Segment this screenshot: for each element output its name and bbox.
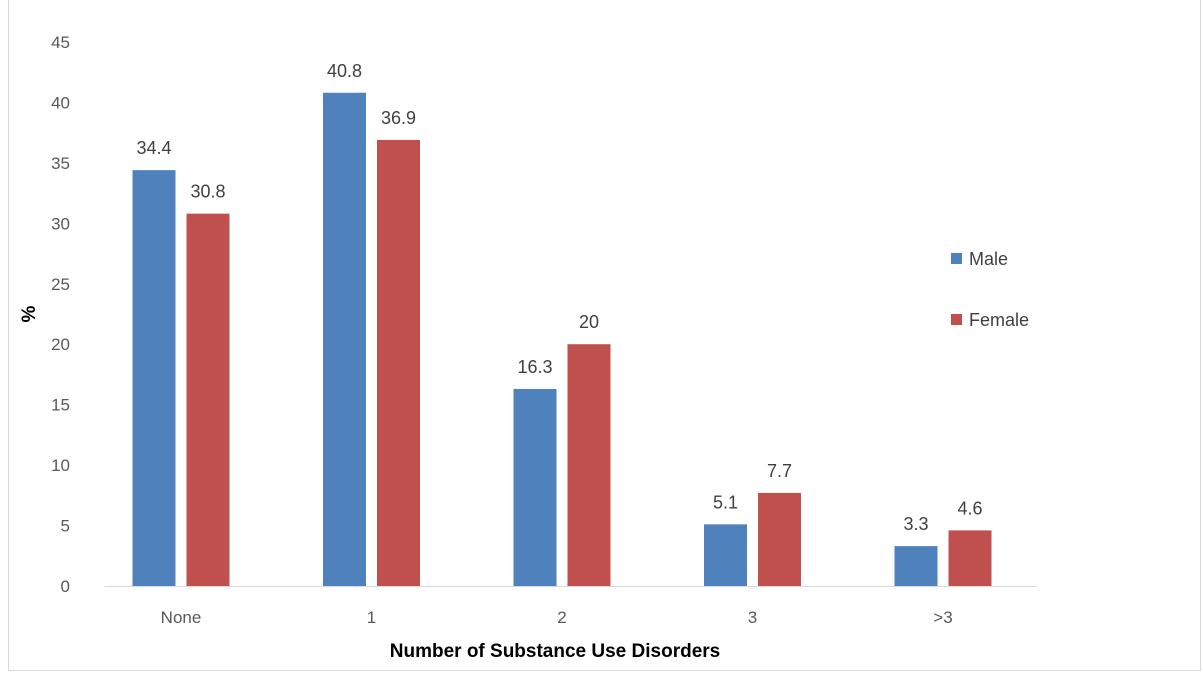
y-tick-label: 5 bbox=[61, 517, 70, 536]
bar-female-3 bbox=[567, 344, 611, 586]
bar-female-5 bbox=[948, 530, 992, 586]
data-label: 16.3 bbox=[517, 357, 552, 377]
bar-female-1 bbox=[186, 213, 230, 586]
data-labels: 34.4 30.8 40.8 36.9 16.3 20 5.1 7.7 3.3 4.6 bbox=[136, 61, 982, 534]
legend-label-male: Male bbox=[969, 249, 1008, 269]
data-label: 20 bbox=[579, 312, 599, 332]
y-tick-label: 20 bbox=[51, 335, 70, 354]
data-label: 34.4 bbox=[136, 138, 171, 158]
y-tick-label: 15 bbox=[51, 396, 70, 415]
bar-male-4 bbox=[704, 524, 747, 586]
x-axis-title: Number of Substance Use Disorders bbox=[390, 641, 720, 662]
x-axis-ticks: None 1 2 3 >3 bbox=[161, 608, 953, 627]
bar-male-2 bbox=[323, 92, 366, 587]
y-tick-label: 10 bbox=[51, 456, 70, 475]
data-label: 7.7 bbox=[767, 461, 792, 481]
x-tick-label: 3 bbox=[748, 608, 757, 627]
chart-frame bbox=[8, 0, 1201, 671]
bar-male-1 bbox=[132, 170, 176, 587]
legend-swatch-female bbox=[951, 314, 962, 325]
data-label: 40.8 bbox=[327, 61, 362, 81]
y-tick-label: 40 bbox=[51, 93, 70, 112]
y-axis-title: % bbox=[19, 305, 40, 322]
x-tick-label: 1 bbox=[367, 608, 376, 627]
data-label: 30.8 bbox=[190, 182, 225, 202]
legend-swatch-male bbox=[951, 253, 962, 264]
legend: Male Female bbox=[951, 249, 1029, 330]
x-tick-label: >3 bbox=[933, 608, 952, 627]
bar-female-2 bbox=[377, 139, 420, 587]
y-axis-ticks: 0 5 10 15 20 25 30 35 40 45 bbox=[51, 33, 70, 596]
data-label: 36.9 bbox=[381, 108, 416, 128]
y-tick-label: 0 bbox=[61, 577, 70, 596]
data-label: 4.6 bbox=[957, 498, 982, 518]
bars bbox=[132, 92, 992, 587]
x-tick-label: None bbox=[161, 608, 202, 627]
x-tick-label: 2 bbox=[557, 608, 566, 627]
data-label: 5.1 bbox=[713, 492, 738, 512]
bar-male-5 bbox=[894, 546, 938, 586]
y-tick-label: 35 bbox=[51, 154, 70, 173]
legend-label-female: Female bbox=[969, 310, 1029, 330]
y-tick-label: 25 bbox=[51, 275, 70, 294]
bar-male-3 bbox=[513, 388, 557, 586]
y-tick-label: 30 bbox=[51, 214, 70, 233]
y-tick-label: 45 bbox=[51, 33, 70, 52]
bar-female-4 bbox=[758, 492, 801, 586]
data-label: 3.3 bbox=[903, 514, 928, 534]
